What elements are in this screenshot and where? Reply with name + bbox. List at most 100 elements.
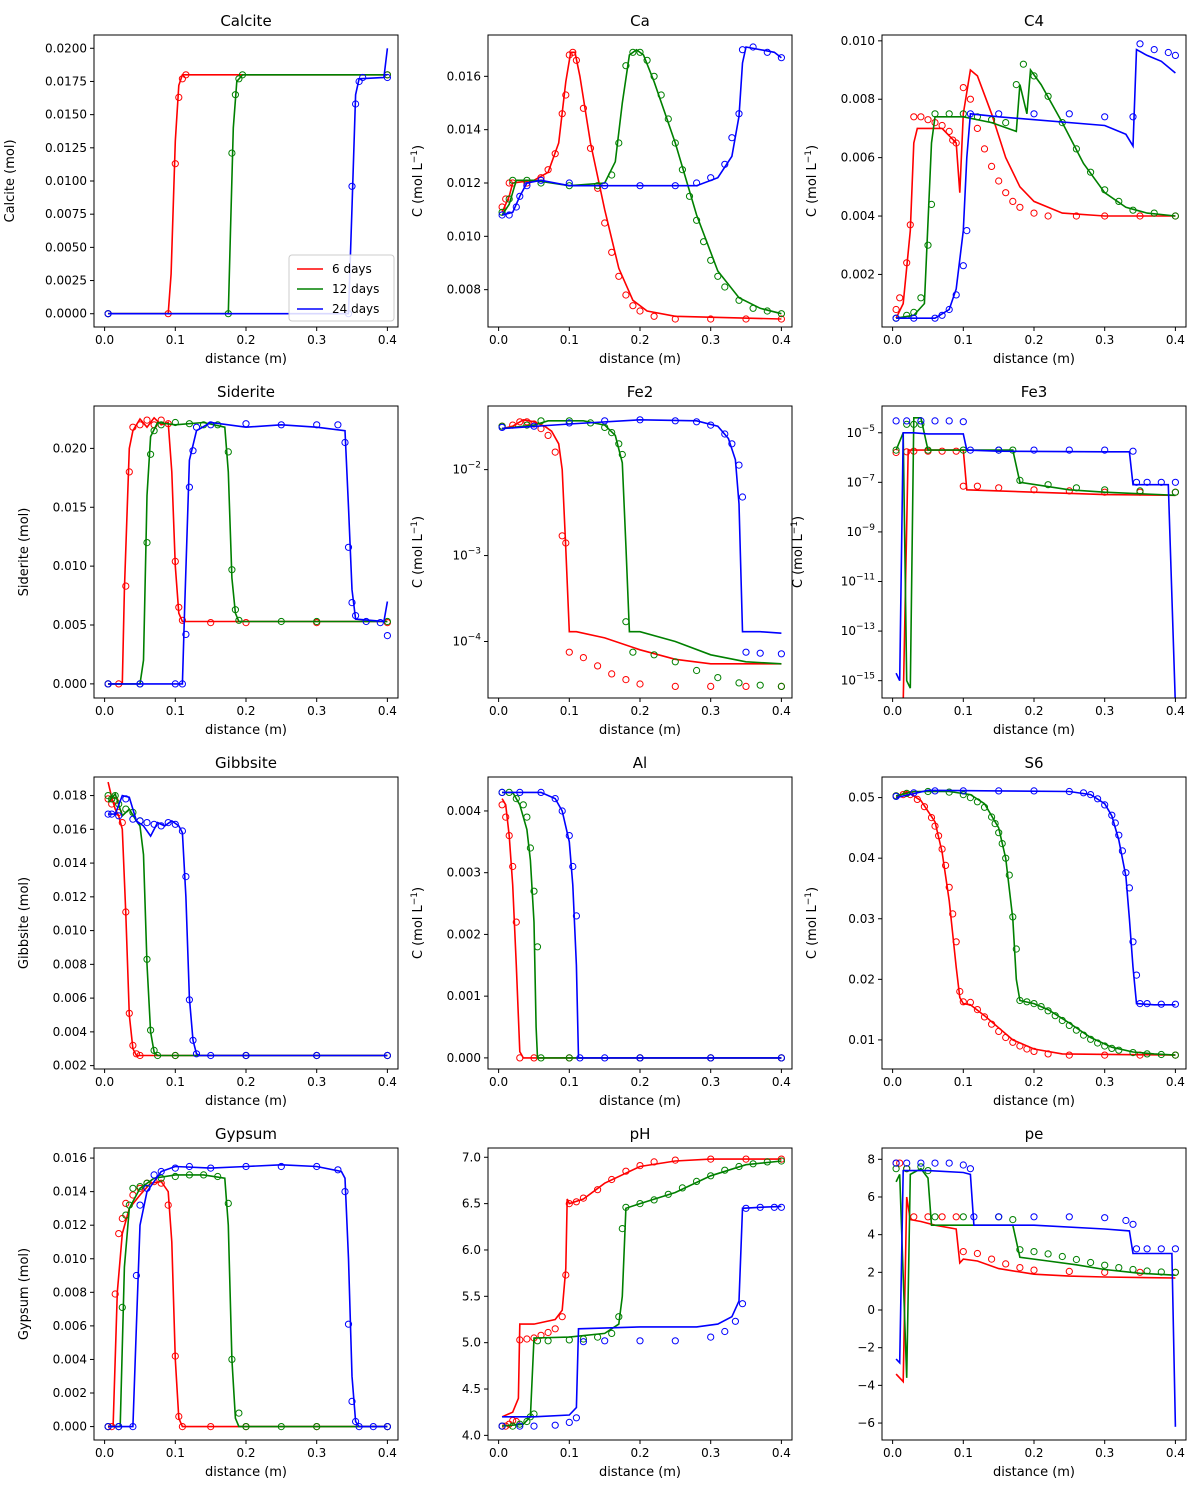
observed-point bbox=[1072, 1026, 1081, 1034]
observed-point bbox=[1030, 1213, 1038, 1221]
observed-point bbox=[966, 95, 975, 103]
observed-point bbox=[945, 127, 953, 135]
model-line bbox=[501, 48, 782, 315]
observed-point bbox=[1132, 1245, 1141, 1253]
y-tick-label: 0.006 bbox=[53, 991, 87, 1005]
x-tick-label: 0.3 bbox=[701, 1446, 720, 1460]
y-tick-label: 0.0150 bbox=[45, 108, 87, 122]
observed-point bbox=[1016, 203, 1024, 211]
observed-point bbox=[973, 482, 982, 490]
observed-point bbox=[171, 1164, 179, 1172]
observed-point bbox=[629, 48, 637, 56]
observed-point bbox=[498, 208, 506, 216]
observed-point bbox=[200, 1171, 208, 1179]
x-tick-label: 0.4 bbox=[772, 704, 791, 718]
x-tick-label: 0.0 bbox=[883, 1075, 902, 1089]
observed-point bbox=[214, 1172, 222, 1181]
observed-point bbox=[1143, 1267, 1151, 1275]
observed-point bbox=[519, 801, 527, 809]
observed-point bbox=[917, 1159, 925, 1167]
model-line bbox=[502, 791, 782, 1059]
observed-point bbox=[1016, 476, 1024, 484]
observed-point bbox=[313, 421, 321, 429]
observed-point bbox=[228, 1355, 236, 1364]
observed-point bbox=[721, 430, 729, 438]
y-tick-label: 0 bbox=[867, 1303, 875, 1317]
observed-point bbox=[1087, 791, 1095, 799]
observed-point bbox=[125, 468, 133, 476]
observed-point bbox=[1030, 787, 1038, 795]
x-tick-label: 0.4 bbox=[1166, 704, 1185, 718]
observed-point bbox=[1012, 81, 1020, 89]
observed-point bbox=[1023, 998, 1031, 1006]
observed-point bbox=[1115, 1046, 1123, 1054]
observed-point bbox=[601, 417, 609, 425]
y-tick-label: 0.008 bbox=[53, 1285, 87, 1299]
chart-title: C4 bbox=[1024, 12, 1044, 30]
observed-point bbox=[749, 1160, 757, 1168]
observed-point bbox=[537, 788, 545, 797]
observed-point bbox=[562, 539, 570, 547]
observed-point bbox=[892, 305, 900, 314]
y-tick-label: 0.002 bbox=[53, 1386, 87, 1400]
observed-point bbox=[636, 48, 644, 56]
observed-point bbox=[693, 179, 701, 187]
observed-point bbox=[1125, 884, 1134, 892]
y-tick-label: 0.0125 bbox=[45, 141, 87, 155]
series-6-days bbox=[498, 1155, 786, 1430]
observed-point bbox=[1157, 478, 1165, 486]
axes-frame bbox=[881, 1147, 1187, 1441]
observed-point bbox=[154, 1051, 162, 1060]
y-axis-label: C (mol L−1) bbox=[410, 887, 426, 959]
x-tick-label: 0.1 bbox=[166, 1075, 185, 1089]
observed-point bbox=[973, 124, 982, 132]
observed-point bbox=[777, 1203, 786, 1211]
observed-point bbox=[572, 1414, 581, 1422]
observed-point bbox=[104, 680, 112, 688]
y-tick-label: −2 bbox=[857, 1341, 875, 1355]
observed-point bbox=[150, 1046, 158, 1055]
observed-point bbox=[498, 423, 506, 431]
observed-point bbox=[892, 314, 900, 322]
observed-point bbox=[383, 632, 391, 640]
observed-point bbox=[551, 150, 559, 158]
observed-point bbox=[192, 1050, 201, 1058]
observed-point bbox=[910, 420, 918, 428]
observed-point bbox=[995, 787, 1003, 795]
plot-area bbox=[498, 43, 786, 323]
model-line bbox=[895, 1196, 1176, 1384]
y-tick-label: 0.016 bbox=[53, 822, 87, 836]
observed-point bbox=[657, 91, 665, 99]
legend-label: 12 days bbox=[332, 282, 379, 296]
observed-point bbox=[749, 304, 757, 312]
observed-point bbox=[150, 427, 158, 435]
observed-point bbox=[129, 1184, 137, 1192]
subplot-gibbsite: Gibbsite 0.0 0.1 0.2 0.3 0.4 distance (m) 0.002… bbox=[17, 754, 399, 1109]
observed-point bbox=[182, 71, 190, 79]
observed-point bbox=[383, 1051, 391, 1060]
observed-point bbox=[931, 110, 939, 118]
observed-point bbox=[1132, 971, 1141, 979]
observed-point bbox=[104, 1423, 112, 1431]
x-tick-label: 0.4 bbox=[772, 1075, 791, 1089]
observed-point bbox=[334, 1166, 342, 1174]
y-tick-label: 0.03 bbox=[848, 912, 875, 926]
observed-point bbox=[1087, 168, 1095, 176]
subplot-fe2: Fe2 0.0 0.1 0.2 0.3 0.4 distance (m) 10−4 10−3 10… bbox=[410, 383, 793, 738]
observed-point bbox=[136, 1201, 144, 1209]
observed-point bbox=[903, 1165, 911, 1173]
observed-point bbox=[498, 788, 506, 797]
observed-point bbox=[383, 73, 391, 82]
observed-point bbox=[572, 56, 581, 64]
observed-point bbox=[995, 829, 1003, 837]
plot-area bbox=[498, 1155, 786, 1430]
observed-point bbox=[1079, 789, 1088, 797]
observed-point bbox=[355, 77, 363, 86]
series-12-days bbox=[892, 417, 1180, 689]
observed-point bbox=[966, 794, 975, 802]
observed-point bbox=[579, 1335, 588, 1343]
subplot-gypsum: Gypsum 0.0 0.1 0.2 0.3 0.4 distance (m) 0.000 0.… bbox=[17, 1125, 399, 1480]
observed-point bbox=[171, 1352, 179, 1360]
observed-point bbox=[738, 1300, 747, 1308]
observed-point bbox=[622, 62, 630, 70]
